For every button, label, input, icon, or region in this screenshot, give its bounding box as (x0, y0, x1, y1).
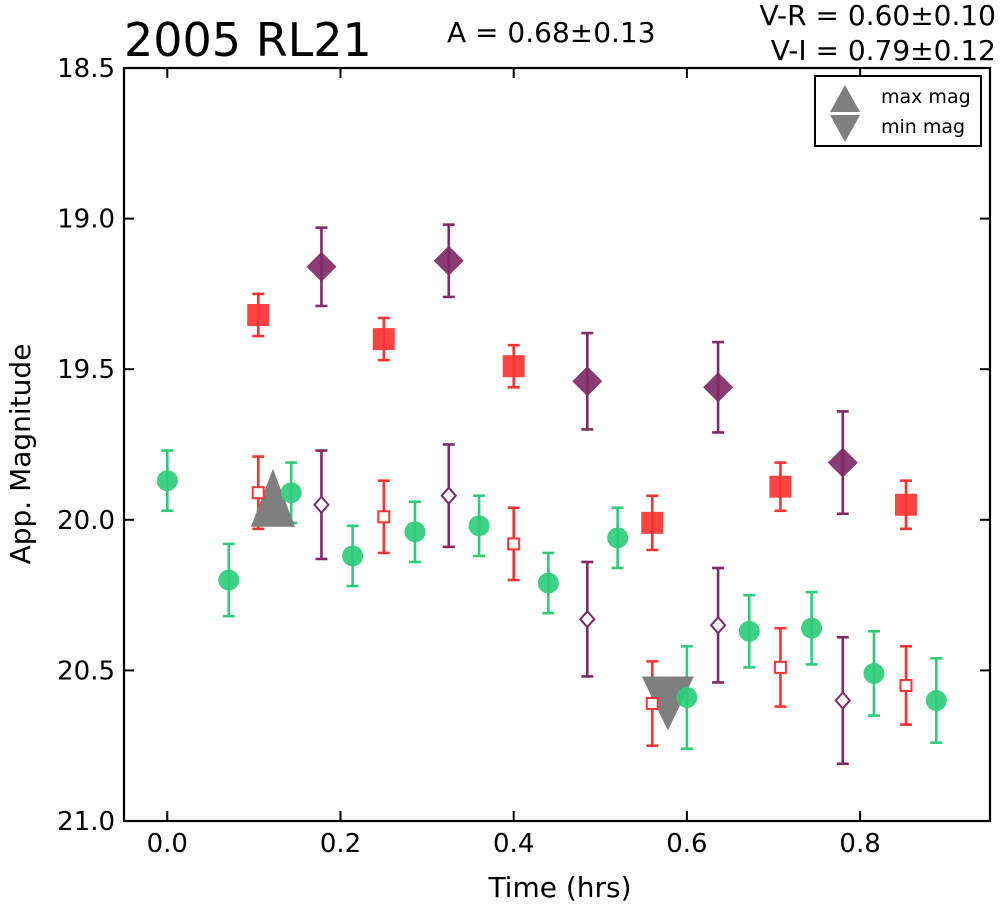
data-point-diamond (827, 447, 858, 478)
y-tick-label: 19.5 (57, 355, 115, 385)
data-point-circle (676, 687, 698, 709)
x-tick-label: 0.2 (320, 829, 361, 859)
data-point-circle (156, 470, 178, 492)
data-point-open-diamond (834, 691, 852, 711)
data-point-circle (468, 515, 490, 537)
data-point-circle (863, 662, 885, 684)
data-point-circle (925, 690, 947, 712)
plot-frame (122, 66, 992, 823)
data-point-diamond (306, 251, 337, 282)
plot-marks (156, 223, 947, 766)
x-tick-label: 0.8 (839, 829, 880, 859)
data-point-circle (218, 569, 240, 591)
legend-max-mag-marker (830, 85, 860, 112)
legend-min-mag-marker (830, 115, 860, 142)
data-point-open-square (773, 660, 787, 674)
data-point-open-diamond (709, 615, 727, 635)
axis-ticks: 0.0 0.2 0.4 0.6 0.8 18.5 19.0 19.5 20.0 20.5 21.0 (57, 54, 990, 859)
chart-title: 2005 RL21 (124, 13, 372, 67)
data-point-open-square (377, 510, 391, 524)
data-point-circle (404, 521, 426, 543)
data-point-square (894, 493, 917, 516)
data-point-diamond (703, 372, 734, 403)
data-point-circle (801, 617, 823, 639)
color-index-vr: V-R = 0.60±0.10 (760, 0, 996, 32)
y-tick-label: 19.0 (57, 205, 115, 235)
y-tick-label: 18.5 (57, 54, 115, 84)
y-tick-label: 20.5 (57, 656, 115, 686)
amplitude-label: A = 0.68±0.13 (447, 16, 656, 49)
data-point-square (769, 475, 792, 498)
data-point-circle (537, 572, 559, 594)
data-point-square (247, 303, 270, 326)
data-point-open-diamond (578, 609, 596, 629)
data-point-open-diamond (440, 486, 458, 506)
data-point-circle (342, 545, 364, 567)
x-tick-label: 0.6 (666, 829, 707, 859)
data-point-square (372, 328, 395, 351)
data-point-circle (607, 527, 629, 549)
data-point-open-square (899, 678, 913, 692)
y-tick-label: 21.0 (57, 807, 115, 837)
x-tick-label: 0.4 (493, 829, 534, 859)
data-point-circle (738, 620, 760, 642)
y-axis-label: App. Magnitude (4, 344, 37, 565)
data-point-circle (280, 482, 302, 504)
y-tick-label: 20.0 (57, 506, 115, 536)
max-mag-marker (250, 468, 295, 527)
x-tick-label: 0.0 (147, 829, 188, 859)
data-point-open-square (507, 537, 521, 551)
data-point-open-square (251, 486, 265, 500)
data-point-open-square (645, 697, 659, 711)
data-point-square (641, 511, 664, 534)
legend-min-mag-label: min mag (881, 116, 965, 138)
legend-max-mag-label: max mag (881, 86, 971, 108)
data-point-square (502, 355, 525, 378)
color-index-vi: V-I = 0.79±0.12 (771, 34, 996, 67)
data-point-diamond (433, 245, 464, 276)
legend: max mag min mag (814, 75, 982, 147)
data-point-open-diamond (313, 495, 330, 515)
data-point-diamond (572, 366, 603, 397)
x-axis-label: Time (hrs) (487, 871, 631, 904)
